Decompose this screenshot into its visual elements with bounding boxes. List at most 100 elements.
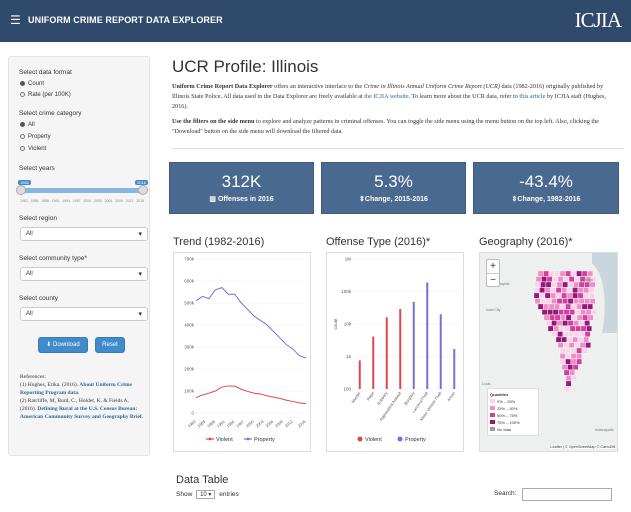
county-shape[interactable] [589, 298, 596, 304]
county-shape[interactable] [589, 281, 596, 288]
county-shape[interactable] [550, 292, 556, 299]
bar-burglary[interactable] [412, 301, 415, 389]
county-shape[interactable] [533, 287, 540, 293]
county-shape[interactable] [568, 342, 575, 348]
county-shape[interactable] [566, 287, 573, 293]
county-shape[interactable] [565, 353, 571, 359]
county-shape[interactable] [543, 270, 549, 277]
radio-property[interactable]: Property [20, 134, 51, 140]
county-shape[interactable] [565, 314, 572, 321]
county-shape[interactable] [556, 281, 563, 288]
county-shape[interactable] [570, 353, 577, 359]
county-shape[interactable] [557, 342, 564, 348]
county-shape[interactable] [579, 276, 586, 282]
county-shape[interactable] [562, 320, 568, 326]
bar-rape[interactable] [372, 336, 375, 389]
county-shape[interactable] [567, 320, 574, 326]
county-shape[interactable] [578, 320, 585, 326]
county-shape[interactable] [584, 281, 590, 288]
county-shape[interactable] [565, 347, 571, 354]
region-select[interactable]: All [20, 227, 148, 241]
county-shape[interactable] [568, 276, 575, 282]
county-shape[interactable] [545, 281, 552, 288]
ref2-link[interactable]: Defining Rural at the U.S. Census Bureau… [20, 406, 144, 420]
download-button[interactable]: ⬇ Download [38, 337, 88, 353]
icjia-logo[interactable]: ICJIA [574, 8, 622, 32]
county-shape[interactable] [577, 336, 584, 343]
county-shape[interactable] [588, 287, 595, 293]
county-shape[interactable] [572, 364, 579, 370]
county-shape[interactable] [548, 303, 555, 310]
county-shape[interactable] [555, 287, 562, 293]
county-shape[interactable] [559, 347, 566, 354]
icjia-website-link[interactable]: the ICJIA website [364, 93, 409, 100]
county-shape[interactable] [565, 358, 571, 365]
county-shape[interactable] [570, 270, 577, 277]
county-shape[interactable] [545, 298, 552, 304]
county-shape[interactable] [574, 276, 580, 282]
county-shape[interactable] [563, 386, 570, 392]
county-shape[interactable] [533, 292, 540, 299]
county-shape[interactable] [552, 276, 558, 282]
county-shape[interactable] [571, 314, 577, 321]
county-shape[interactable] [576, 353, 582, 359]
county-shape[interactable] [544, 292, 551, 299]
county-shape[interactable] [580, 309, 586, 315]
county-select[interactable]: All [20, 307, 148, 321]
county-shape[interactable] [573, 298, 579, 304]
county-shape[interactable] [541, 276, 547, 282]
county-shape[interactable] [539, 292, 545, 299]
county-shape[interactable] [576, 347, 582, 354]
county-shape[interactable] [547, 325, 554, 332]
county-shape[interactable] [569, 309, 575, 315]
bar-arson[interactable] [453, 349, 456, 389]
county-shape[interactable] [573, 320, 579, 326]
county-shape[interactable] [576, 303, 582, 310]
year-range-slider[interactable]: 1982 2016 [16, 180, 148, 195]
county-shape[interactable] [565, 375, 572, 381]
county-shape[interactable] [562, 298, 568, 304]
county-shape[interactable] [587, 303, 593, 310]
county-shape[interactable] [563, 309, 570, 315]
county-shape[interactable] [555, 336, 562, 343]
county-shape[interactable] [555, 292, 562, 299]
bar-aggravated-assault[interactable] [399, 308, 402, 389]
county-shape[interactable] [537, 303, 544, 310]
county-shape[interactable] [567, 281, 574, 288]
county-shape[interactable] [577, 287, 584, 293]
zoom-in-button[interactable]: + [487, 260, 499, 274]
county-shape[interactable] [551, 320, 557, 326]
county-shape[interactable] [582, 314, 588, 321]
radio-violent[interactable]: Violent [20, 146, 46, 152]
county-shape[interactable] [551, 298, 557, 304]
county-shape[interactable] [578, 281, 585, 288]
county-shape[interactable] [558, 309, 564, 315]
county-shape[interactable] [559, 303, 566, 310]
county-shape[interactable] [583, 336, 589, 343]
zoom-out-button[interactable]: − [490, 275, 496, 286]
county-shape[interactable] [534, 298, 541, 304]
county-shape[interactable] [540, 281, 546, 288]
county-shape[interactable] [554, 314, 561, 321]
county-shape[interactable] [564, 325, 570, 332]
county-shape[interactable] [579, 342, 586, 348]
county-shape[interactable] [561, 292, 567, 299]
county-shape[interactable] [584, 320, 590, 326]
county-shape[interactable] [543, 314, 550, 321]
county-shape[interactable] [585, 276, 591, 282]
county-shape[interactable] [557, 331, 563, 337]
ref1-link[interactable]: About Uniform Crime Reporting Program da… [20, 382, 132, 396]
county-shape[interactable] [571, 375, 577, 381]
county-shape[interactable] [559, 270, 566, 277]
county-shape[interactable] [550, 287, 556, 293]
county-shape[interactable] [566, 292, 573, 299]
radio-rate[interactable]: Rate (per 100K) [20, 92, 71, 98]
county-shape[interactable] [570, 347, 577, 354]
county-shape[interactable] [578, 298, 585, 304]
legend-label[interactable]: Violent [365, 437, 382, 443]
radio-all[interactable]: All [20, 122, 35, 128]
legend-label[interactable]: Violent [216, 437, 233, 443]
county-shape[interactable] [583, 292, 589, 299]
county-shape[interactable] [558, 325, 565, 332]
